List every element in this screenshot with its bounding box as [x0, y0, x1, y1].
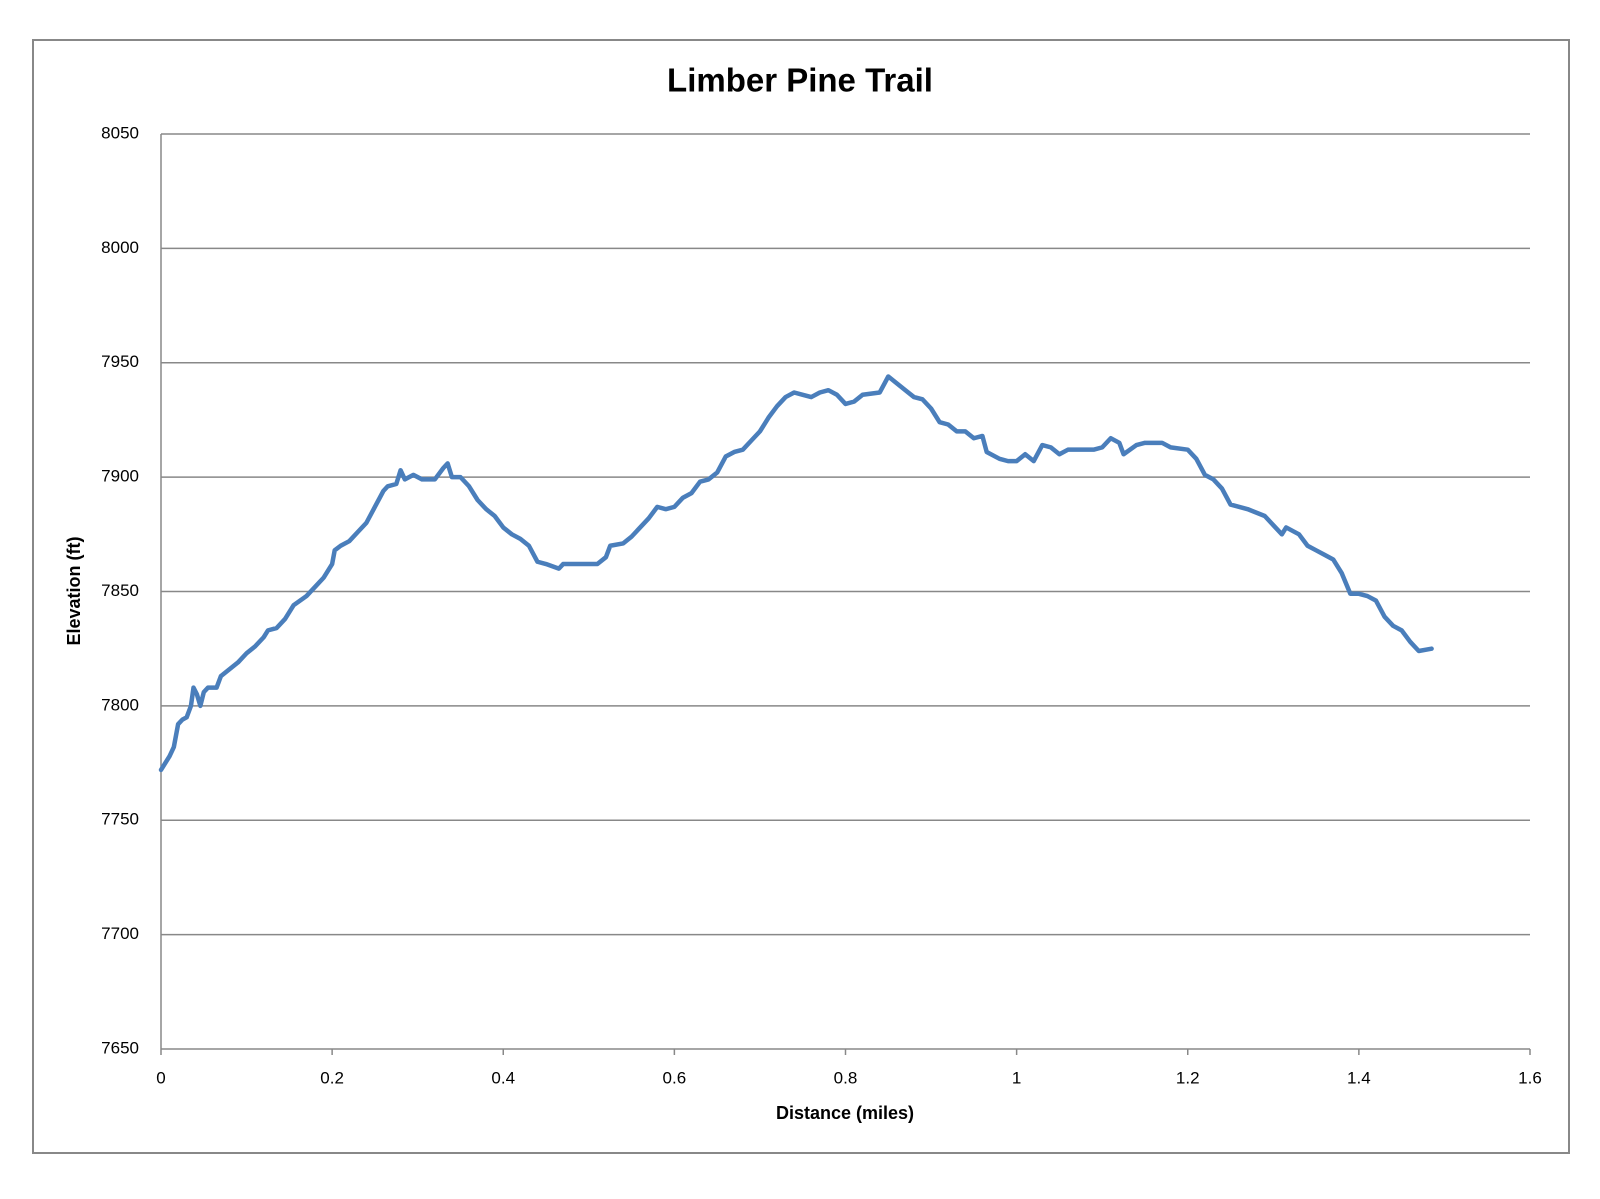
x-tick-label: 0.4 [491, 1068, 515, 1087]
y-tick-label: 8000 [101, 238, 139, 257]
data-line [158, 374, 1434, 773]
x-tick-label: 0.6 [663, 1068, 687, 1087]
x-tick-label: 0.8 [834, 1068, 858, 1087]
chart-border [32, 39, 1570, 1154]
y-tick-label: 7650 [101, 1038, 139, 1057]
x-tick-label: 1.6 [1518, 1068, 1542, 1087]
x-tick-label: 1.4 [1347, 1068, 1371, 1087]
x-tick-label: 1.2 [1176, 1068, 1200, 1087]
y-tick-label: 7750 [101, 810, 139, 829]
y-tick-label: 7950 [101, 352, 139, 371]
y-tick-label: 7900 [101, 467, 139, 486]
y-axis-title: Elevation (ft) [64, 536, 84, 645]
x-tick-label: 1 [1012, 1068, 1021, 1087]
y-tick-label: 7700 [101, 924, 139, 943]
x-tick-label: 0 [156, 1068, 165, 1087]
chart-title: Limber Pine Trail [667, 62, 933, 99]
y-tick-label: 7800 [101, 695, 139, 714]
y-tick-label: 7850 [101, 581, 139, 600]
x-axis-title: Distance (miles) [776, 1103, 914, 1123]
y-tick-label: 8050 [101, 123, 139, 142]
x-tick-label: 0.2 [320, 1068, 344, 1087]
